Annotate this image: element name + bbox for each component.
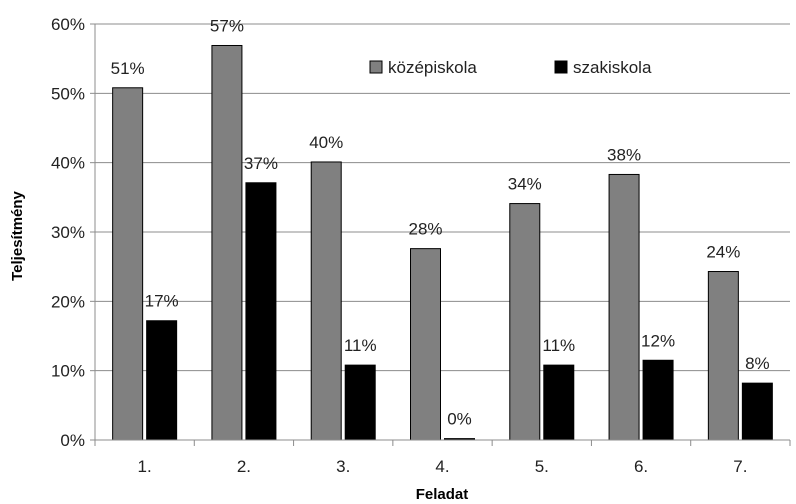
data-label: 11% (542, 336, 575, 355)
x-tick-label: 7. (733, 457, 747, 476)
data-labels: 51% 57% 40% 28% 34% 38% 24% 17% 37% 11% 0% 11% 12% 8% (111, 16, 770, 428)
data-label: 51% (111, 59, 145, 78)
y-axis-title: Teljesítmény (9, 190, 26, 280)
bar-szakiskola (245, 182, 277, 441)
data-label: 0% (447, 410, 472, 429)
data-label: 34% (508, 175, 542, 194)
bar-kozepiskola (509, 203, 541, 441)
bar-szakiskola (741, 382, 773, 441)
data-label: 17% (145, 292, 179, 311)
bars (112, 44, 773, 441)
legend: középiskola szakiskola (369, 58, 652, 77)
bar-szakiskola (642, 359, 674, 441)
bar-kozepiskola (410, 248, 441, 441)
axes: 0% 10% 20% 30% 40% 50% 60% 1. 2. 3. 4. 5. 6. 7. (51, 15, 791, 476)
y-tick-label: 50% (51, 84, 85, 103)
y-tick-label: 30% (51, 223, 85, 242)
legend-swatch (554, 60, 568, 74)
data-label: 38% (607, 145, 641, 164)
data-label: 57% (210, 16, 244, 35)
gridlines (95, 23, 790, 372)
legend-swatch (369, 60, 383, 74)
data-label: 11% (344, 336, 377, 355)
x-tick-label: 6. (634, 457, 648, 476)
data-label: 12% (641, 331, 675, 350)
x-axis-title: Feladat (416, 486, 469, 503)
bar-kozepiskola (310, 161, 342, 441)
y-tick-label: 0% (60, 431, 85, 450)
y-tick-label: 10% (51, 362, 85, 381)
x-tick-label: 5. (535, 457, 549, 476)
data-label: 40% (309, 133, 343, 152)
y-tick-label: 40% (51, 154, 85, 173)
data-label: 24% (706, 243, 740, 262)
bar-kozepiskola (211, 44, 243, 441)
bar-kozepiskola (707, 271, 739, 441)
x-tick-label: 1. (138, 457, 152, 476)
bar-kozepiskola (608, 173, 640, 441)
data-label: 28% (408, 220, 442, 239)
legend-label: szakiskola (573, 58, 652, 77)
data-label: 8% (745, 354, 770, 373)
bar-szakiskola (543, 364, 575, 441)
bar-szakiskola (146, 320, 178, 441)
y-tick-label: 60% (51, 15, 85, 34)
x-tick-label: 2. (237, 457, 251, 476)
x-tick-label: 3. (336, 457, 350, 476)
bar-kozepiskola (112, 87, 144, 441)
x-tick-label: 4. (435, 457, 449, 476)
legend-label: középiskola (388, 58, 477, 77)
data-label: 37% (244, 154, 278, 173)
y-tick-label: 20% (51, 292, 85, 311)
bar-szakiskola (344, 364, 376, 441)
